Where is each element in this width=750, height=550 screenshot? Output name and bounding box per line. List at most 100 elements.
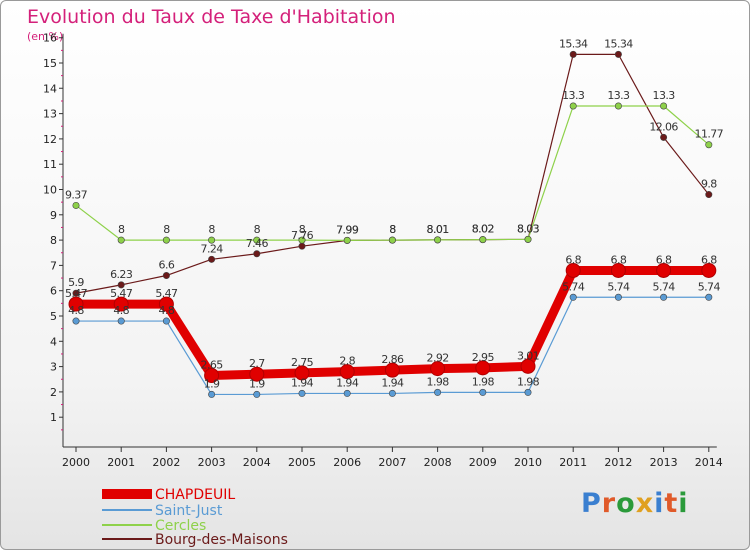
data-label: 8.01 — [427, 223, 449, 236]
data-point — [614, 102, 622, 110]
data-label: 8 — [163, 223, 170, 236]
data-point — [388, 236, 396, 244]
y-tick: 15 — [43, 57, 63, 77]
data-label: 8.02 — [472, 223, 494, 236]
proxiti-logo: Proxiti — [581, 488, 689, 519]
data-label: 7.24 — [201, 242, 224, 255]
legend-item-cercles: Cercles — [102, 518, 206, 534]
y-tick-label: 12 — [43, 133, 57, 146]
logo-letter: i — [654, 488, 665, 519]
x-tick-label: 2006 — [333, 456, 361, 469]
data-label: 8.03 — [517, 222, 540, 235]
data-point — [72, 317, 80, 325]
data-point — [660, 102, 668, 110]
data-label: 4.8 — [68, 304, 84, 317]
data-label: 2.95 — [472, 351, 495, 364]
x-tick-label: 2001 — [107, 456, 135, 469]
y-tick-label: 6 — [50, 285, 57, 298]
data-point — [569, 102, 577, 110]
data-label: 6.23 — [110, 268, 133, 281]
data-label: 6.8 — [565, 253, 581, 266]
data-point — [524, 388, 532, 396]
y-tick: 8 — [50, 234, 63, 254]
y-tick: 10 — [43, 184, 63, 203]
data-point — [384, 362, 400, 378]
data-label: 4.8 — [159, 304, 175, 317]
data-label: 15.34 — [604, 37, 633, 50]
data-label: 8 — [118, 223, 125, 236]
data-label: 5.74 — [653, 280, 676, 293]
x-tick-label: 2003 — [198, 456, 226, 469]
legend: CHAPDEUILSaint-JustCerclesBourg-des-Mais… — [102, 487, 288, 548]
x-tick-label: 2009 — [469, 456, 497, 469]
data-label: 8 — [208, 223, 215, 236]
data-point — [660, 133, 668, 141]
logo-letter: t — [664, 488, 679, 519]
data-point — [610, 262, 626, 278]
y-tick-label: 13 — [43, 108, 57, 121]
data-label: 2.92 — [427, 352, 449, 365]
chart-subtitle: (en %) — [27, 30, 64, 43]
x-tick-label: 2004 — [243, 456, 271, 469]
data-label: 12.06 — [649, 120, 678, 133]
data-point — [158, 296, 174, 312]
data-point — [339, 364, 355, 380]
logo-letter: x — [635, 488, 655, 519]
data-point — [208, 255, 216, 263]
data-label: 5.74 — [562, 280, 585, 293]
data-point — [705, 191, 713, 199]
data-label: 7.99 — [336, 223, 359, 236]
data-label: 6.8 — [656, 253, 672, 266]
data-label: 6.8 — [611, 253, 627, 266]
logo-letter: i — [678, 488, 689, 519]
y-tick-label: 15 — [43, 57, 57, 70]
data-label: 6.8 — [701, 253, 717, 266]
logo-letter: P — [581, 488, 602, 519]
y-tick: 13 — [43, 108, 63, 127]
data-point — [343, 236, 351, 244]
data-point — [72, 201, 80, 209]
data-point — [162, 317, 170, 325]
data-label: 9.8 — [701, 178, 717, 191]
data-point — [656, 262, 672, 278]
y-tick: 12 — [43, 133, 63, 153]
data-label: 8.03 — [517, 222, 540, 235]
data-point — [705, 141, 713, 149]
legend-label: Bourg-des-Maisons — [155, 532, 288, 548]
data-point — [208, 236, 216, 244]
data-label: 8 — [299, 223, 306, 236]
data-point — [520, 358, 536, 374]
data-label: 8 — [389, 223, 396, 236]
logo-text: Proxiti — [581, 488, 689, 519]
data-label: 2.86 — [381, 353, 404, 366]
series-chapdeuil — [68, 262, 717, 383]
series-cercles — [72, 102, 713, 244]
data-label: 5.74 — [698, 280, 721, 293]
data-label: 1.94 — [291, 376, 314, 389]
data-label: 2.65 — [201, 358, 224, 371]
data-label: 1.94 — [336, 376, 359, 389]
data-point — [660, 293, 668, 301]
series-saint-just — [72, 293, 713, 398]
data-label: 2.8 — [339, 355, 355, 368]
x-tick-label: 2008 — [424, 456, 452, 469]
data-label: 1.98 — [472, 375, 495, 388]
x-tick-label: 2005 — [288, 456, 316, 469]
data-point — [117, 317, 125, 325]
y-tick-label: 3 — [50, 361, 57, 374]
y-tick: 2 — [50, 386, 63, 406]
y-tick-label: 1 — [50, 411, 57, 424]
x-tick-label: 2002 — [152, 456, 180, 469]
logo-letter: o — [616, 488, 636, 519]
data-point — [569, 293, 577, 301]
data-point — [162, 236, 170, 244]
y-tick-label: 14 — [43, 82, 57, 95]
data-point — [614, 293, 622, 301]
data-point — [430, 361, 446, 377]
data-label: 5.74 — [607, 280, 630, 293]
data-point — [343, 389, 351, 397]
data-point — [434, 388, 442, 396]
data-labels: 5.47 5.47 5.47 2.65 2.7 2.75 2.8 2.86 2.92 2.95 3.… — [65, 37, 724, 390]
y-tick: 14 — [43, 82, 63, 102]
